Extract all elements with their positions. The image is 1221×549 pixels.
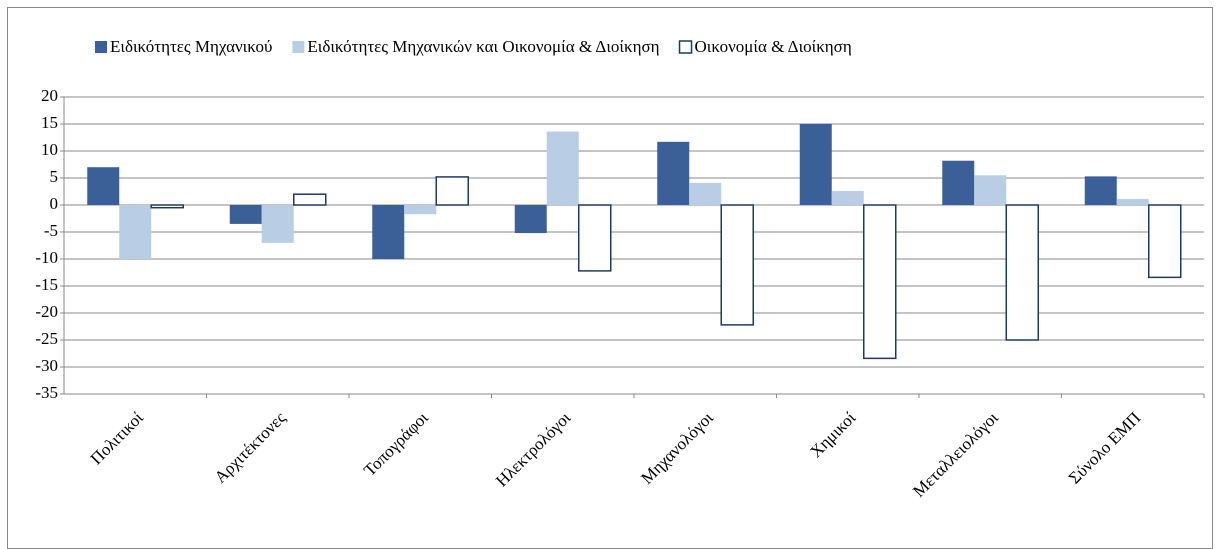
bar (657, 141, 690, 205)
y-tick-label: 5 (50, 167, 59, 186)
bar (404, 205, 437, 215)
legend-label: Οικονομία & Διοίκηση (695, 37, 852, 56)
bar (514, 205, 547, 234)
y-tick-label: 10 (41, 140, 58, 159)
y-tick-label: -10 (35, 248, 58, 267)
bar (689, 182, 722, 205)
legend-swatch (95, 41, 107, 53)
y-tick-label: -20 (35, 302, 58, 321)
y-tick-label: -25 (35, 329, 58, 348)
bar (87, 167, 120, 205)
bar (720, 204, 754, 326)
y-tick-label: 20 (41, 86, 58, 105)
y-tick-label: -35 (35, 383, 58, 402)
bar (1116, 199, 1149, 205)
bar (293, 193, 327, 206)
bar (435, 176, 469, 206)
bar (578, 204, 612, 272)
bar (150, 204, 184, 209)
bar (1148, 204, 1182, 279)
y-tick-label: -30 (35, 356, 58, 375)
bar (229, 205, 262, 224)
bar (1005, 204, 1039, 341)
y-tick-label: 0 (50, 194, 59, 213)
y-tick-label: -5 (44, 221, 58, 240)
bar (863, 204, 897, 360)
bar (831, 190, 864, 205)
legend-label: Ειδικότητες Μηχανικού (110, 37, 272, 56)
y-tick-label: 15 (41, 113, 58, 132)
bar (974, 175, 1007, 205)
legend-label: Ειδικότητες Μηχανικών και Οικονομία & Δι… (307, 37, 659, 56)
y-tick-label: -15 (35, 275, 58, 294)
bar (372, 205, 405, 259)
bar (119, 205, 152, 259)
legend: Ειδικότητες Μηχανικού Ειδικότητες Μηχανικ… (95, 37, 852, 56)
legend-swatch (678, 40, 693, 54)
bar (799, 124, 832, 205)
bar (546, 131, 579, 205)
legend-swatch (292, 41, 305, 53)
bar (261, 205, 294, 243)
bar (1084, 176, 1117, 205)
bar (942, 160, 975, 205)
